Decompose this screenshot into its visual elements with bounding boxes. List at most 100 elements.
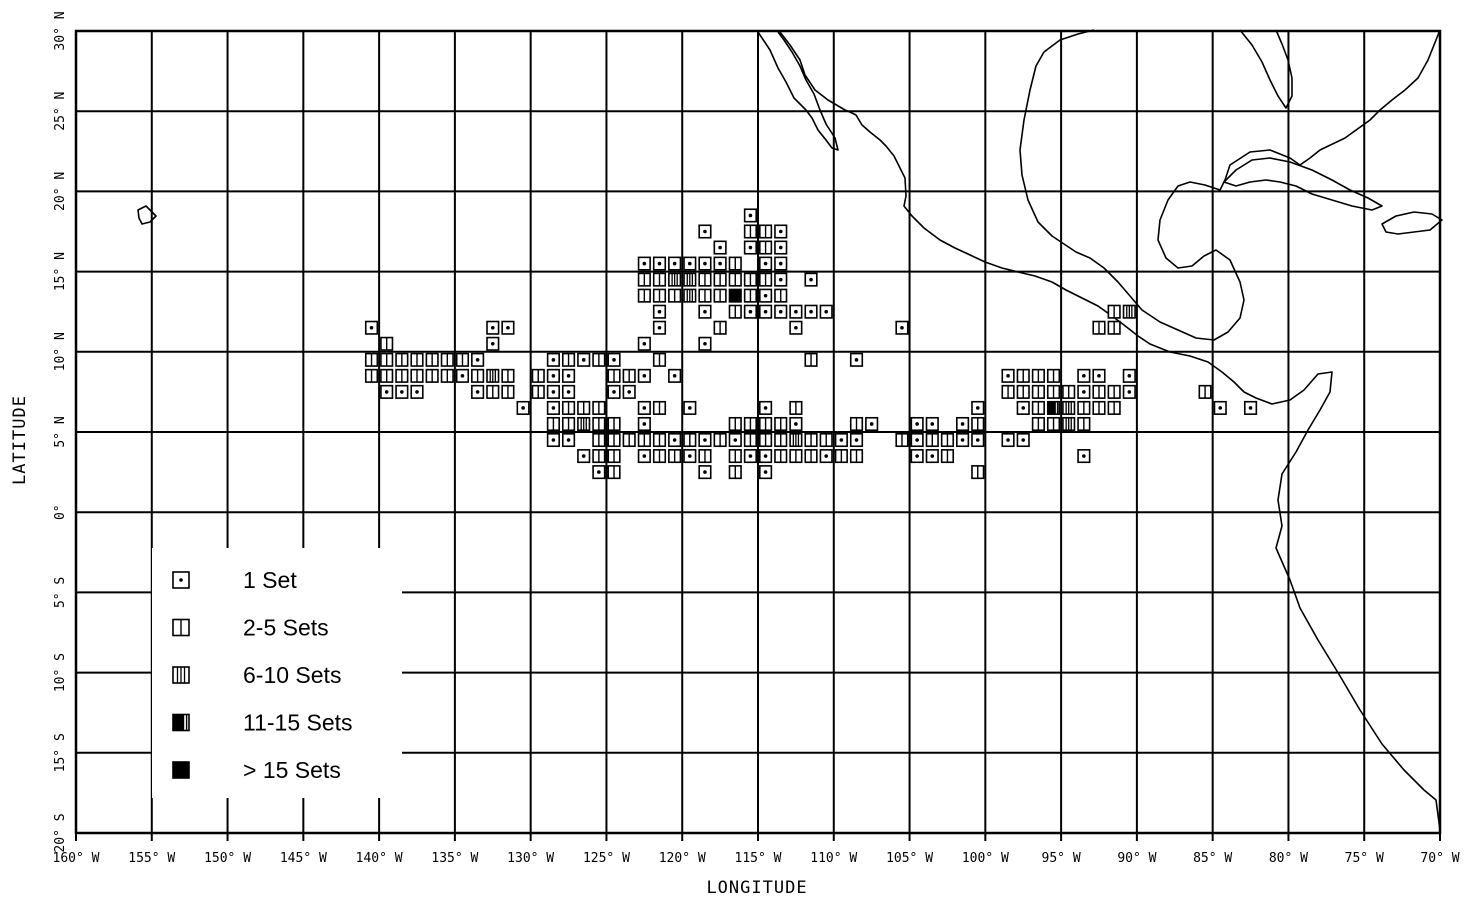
coastline-hispaniola: [1381, 211, 1443, 235]
data-cell: [758, 272, 773, 287]
data-cell: [713, 256, 727, 271]
graticule: [75, 30, 1441, 841]
x-tick-label: 100° W: [962, 851, 1009, 866]
map-frame: [74, 29, 1442, 835]
data-cell: [637, 272, 651, 287]
data-cell: [410, 368, 424, 383]
data-cell: [774, 272, 788, 287]
data-cell: [789, 304, 803, 319]
data-cell: [1046, 400, 1061, 415]
data-cell: [698, 432, 712, 448]
data-cell: [1046, 368, 1061, 383]
data-cell: [1016, 368, 1030, 383]
legend-symbol: [172, 618, 190, 637]
data-cell: [1077, 384, 1091, 399]
data-cell: [395, 352, 409, 367]
data-cell: [728, 416, 742, 432]
data-cell: [652, 288, 667, 303]
x-tick-label: 140° W: [356, 851, 403, 866]
data-cell: [743, 449, 758, 464]
data-cell: [637, 368, 651, 383]
data-cell: [743, 240, 758, 255]
data-cell: [1122, 304, 1136, 319]
data-cell: [713, 288, 727, 303]
data-cell: [774, 449, 788, 464]
x-tick-label: 80° W: [1269, 851, 1308, 866]
data-cell: [1122, 384, 1136, 399]
data-cell: [637, 432, 651, 448]
data-cell: [743, 432, 758, 448]
legend-symbol: [172, 571, 190, 589]
data-cell: [758, 256, 773, 271]
y-tick-label: 10° N: [53, 332, 68, 371]
data-cell: [683, 288, 697, 303]
data-cell: [789, 449, 803, 464]
x-tick-label: 115° W: [735, 851, 782, 866]
y-tick-label: 5° S: [53, 577, 68, 608]
data-cell: [728, 432, 742, 448]
data-cell: [1001, 384, 1015, 399]
data-cell: [743, 304, 758, 319]
data-cell: [1092, 384, 1106, 399]
data-cell: [1077, 368, 1091, 383]
data-cell: [728, 272, 742, 287]
data-cell: [637, 449, 651, 464]
data-cell: [531, 384, 545, 399]
data-cell: [1198, 384, 1212, 399]
data-cell: [668, 449, 682, 464]
data-cell: [743, 208, 758, 223]
coastline-hawaii: [137, 205, 157, 225]
data-cell: [728, 288, 742, 303]
data-cell: [592, 400, 606, 415]
legend-symbol: [172, 713, 190, 732]
data-cell: [1016, 384, 1030, 399]
x-tick-label: 85° W: [1193, 851, 1232, 866]
data-cell: [1016, 400, 1030, 415]
x-axis-title: LONGITUDE: [706, 878, 807, 898]
data-cell: [652, 352, 667, 367]
data-cell: [925, 449, 939, 464]
data-cell: [471, 368, 485, 383]
data-cell: [698, 272, 712, 287]
data-cell: [1016, 432, 1030, 448]
data-cell: [1031, 416, 1045, 432]
data-cell: [804, 352, 818, 367]
legend: 1 Set 2-5 Sets 6-10 Sets 11-15 Sets > 15 Set…: [172, 567, 353, 783]
x-tick-label: 110° W: [810, 851, 857, 866]
data-cell: [577, 416, 591, 432]
data-cell: [895, 432, 909, 448]
data-cell: [1107, 320, 1121, 335]
x-tick-label: 125° W: [583, 851, 630, 866]
data-cell: [1107, 304, 1121, 319]
data-cell: [652, 400, 667, 415]
data-cell: [501, 384, 515, 399]
data-cell: [895, 320, 909, 335]
data-cell: [789, 416, 803, 432]
data-cell: [713, 272, 727, 287]
data-cell: [971, 432, 985, 448]
data-cell: [501, 368, 515, 383]
x-tick-label: 105° W: [886, 851, 933, 866]
data-cell: [758, 432, 773, 448]
data-cell: [1062, 384, 1076, 399]
data-cell: [652, 272, 667, 287]
y-tick-label: 10° S: [53, 653, 68, 692]
data-cell: [910, 416, 924, 432]
y-tick-label: 30° N: [53, 11, 68, 50]
data-cell: [1107, 400, 1121, 415]
data-cell: [637, 400, 651, 415]
coastline-cuba: [1223, 157, 1383, 211]
x-tick-label: 130° W: [507, 851, 554, 866]
data-cell: [622, 384, 636, 399]
data-cell: [1092, 400, 1106, 415]
data-cell: [652, 449, 667, 464]
data-cell: [364, 368, 379, 383]
x-tick-label: 135° W: [431, 851, 478, 866]
data-cell: [698, 449, 712, 464]
data-cell: [410, 352, 424, 367]
data-cell: [668, 288, 682, 303]
x-tick-label: 90° W: [1117, 851, 1156, 866]
x-tick-label: 155° W: [128, 851, 175, 866]
data-cell: [713, 320, 727, 335]
data-cell: [940, 432, 955, 448]
